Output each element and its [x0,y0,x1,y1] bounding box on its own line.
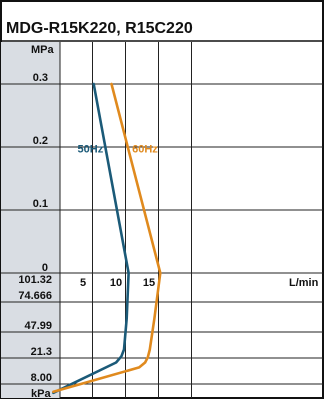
y-bottom-tick-label: 74.666 [18,290,52,302]
y-bottom-tick-label: 101.32 [18,274,52,286]
series-label-50hz: 50Hz [78,143,104,155]
x-tick-label: 10 [110,277,122,289]
y-top-tick-label: 0.1 [33,198,48,210]
y-top-unit: MPa [31,44,55,56]
x-axis-unit: L/min [289,277,319,289]
y-top-tick-label: 0.3 [33,72,48,84]
chart-title: MDG-R15K220, R15C220 [6,20,193,37]
grid-layer [1,42,323,398]
series-line-60hz [52,82,162,394]
y-bottom-tick-label: 21.3 [31,346,52,358]
y-bottom-tick-label: 8.00 [31,372,52,384]
left-axis-band [1,42,60,398]
y-bottom-tick-label: 47.99 [24,320,52,332]
series-line-50hz [52,82,130,395]
y-top-tick-label: 0.2 [33,135,48,147]
x-tick-label: 15 [143,277,155,289]
y-bottom-unit: kPa [31,388,51,399]
series-layer: 50Hz 60Hz [52,82,162,395]
x-tick-label: 5 [80,277,86,289]
series-label-60hz: 60Hz [132,143,158,155]
y-top-tick-label: 0 [42,262,48,274]
